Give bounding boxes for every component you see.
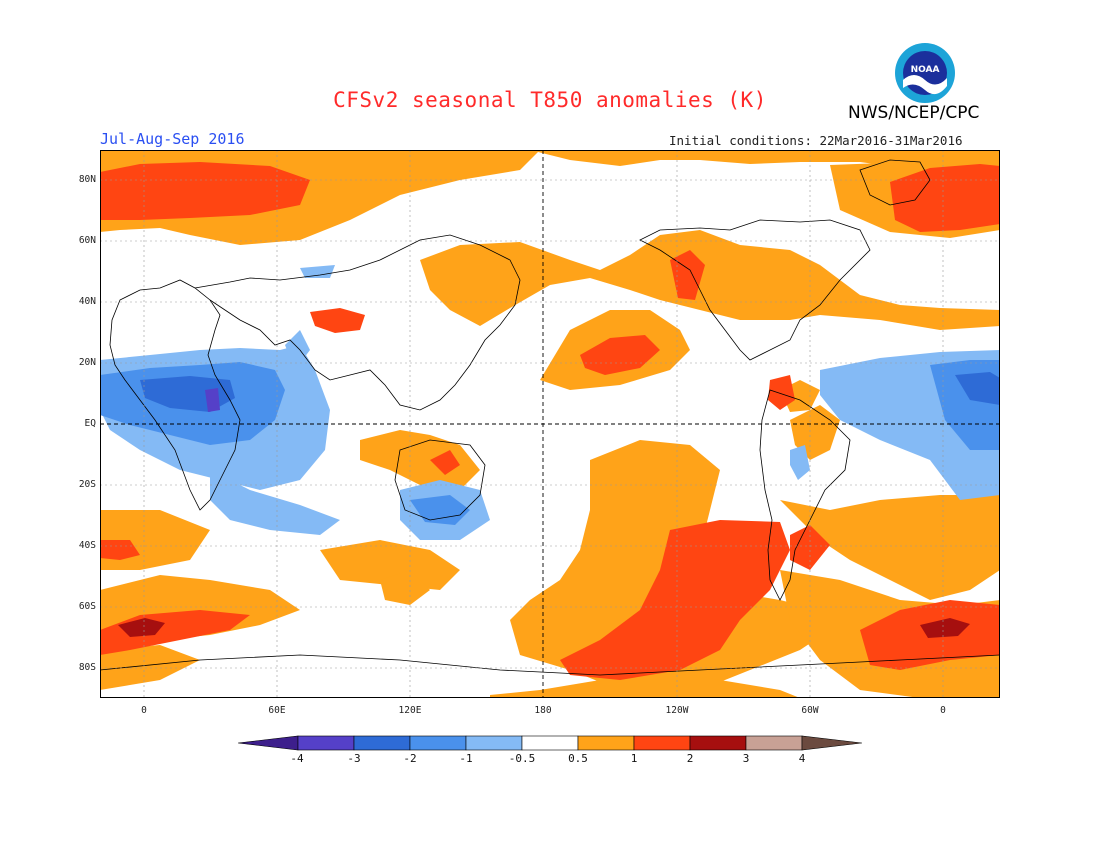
lat-label: 40S — [78, 540, 96, 551]
colorbar-label: -3 — [347, 752, 361, 765]
anomaly-red-regions — [100, 162, 1000, 680]
lat-label: 20S — [78, 479, 96, 490]
colorbar-label: -2 — [403, 752, 417, 765]
lon-label: 120W — [665, 705, 689, 716]
lat-label: 40N — [78, 296, 96, 307]
season-label: Jul-Aug-Sep 2016 — [100, 130, 245, 148]
colorbar-label: 4 — [798, 752, 806, 765]
colorbar-label: -4 — [290, 752, 304, 765]
anomaly-purple-regions — [205, 388, 220, 412]
lat-label: 60N — [78, 235, 96, 246]
colorbar-segment — [745, 735, 803, 751]
lat-label: 20N — [78, 357, 96, 368]
reference-lines — [100, 150, 1000, 698]
colorbar-segment — [465, 735, 523, 751]
chart-title: CFSv2 seasonal T850 anomalies (K) — [333, 88, 767, 112]
colorbar-label: 2 — [686, 752, 694, 765]
map-border — [100, 150, 1000, 698]
colorbar-label: 0.5 — [568, 752, 588, 765]
colorbar-label: 1 — [630, 752, 638, 765]
colorbar-label: -0.5 — [508, 752, 536, 765]
colorbar — [238, 735, 862, 751]
lon-label: 60E — [268, 705, 286, 716]
anomaly-darkred-regions — [118, 618, 970, 638]
colorbar-arrow-high — [801, 735, 862, 751]
lat-label: 60S — [78, 601, 96, 612]
lat-label: EQ — [84, 418, 96, 429]
lon-label: 0 — [940, 705, 946, 716]
colorbar-segment — [577, 735, 635, 751]
lon-label: 120E — [398, 705, 422, 716]
lon-label: 0 — [141, 705, 147, 716]
anomaly-map — [100, 150, 1000, 698]
noaa-logo: NOAA — [895, 43, 955, 103]
colorbar-label: -1 — [459, 752, 473, 765]
colorbar-segment — [297, 735, 355, 751]
lon-label: 60W — [801, 705, 819, 716]
colorbar-segment — [409, 735, 467, 751]
colorbar-segment — [521, 735, 579, 751]
coastlines — [100, 159, 1000, 676]
agency-label: NWS/NCEP/CPC — [848, 103, 980, 123]
colorbar-segment — [633, 735, 691, 751]
colorbar-arrow-low — [238, 735, 299, 751]
lat-label: 80N — [78, 174, 96, 185]
grid-lines — [100, 150, 1000, 698]
colorbar-segment — [689, 735, 747, 751]
lat-label: 80S — [78, 662, 96, 673]
colorbar-segment — [353, 735, 411, 751]
colorbar-label: 3 — [742, 752, 750, 765]
noaa-logo-text: NOAA — [911, 65, 940, 75]
lon-label: 180 — [534, 705, 552, 716]
initial-conditions-label: Initial conditions: 22Mar2016-31Mar2016 — [669, 133, 963, 148]
